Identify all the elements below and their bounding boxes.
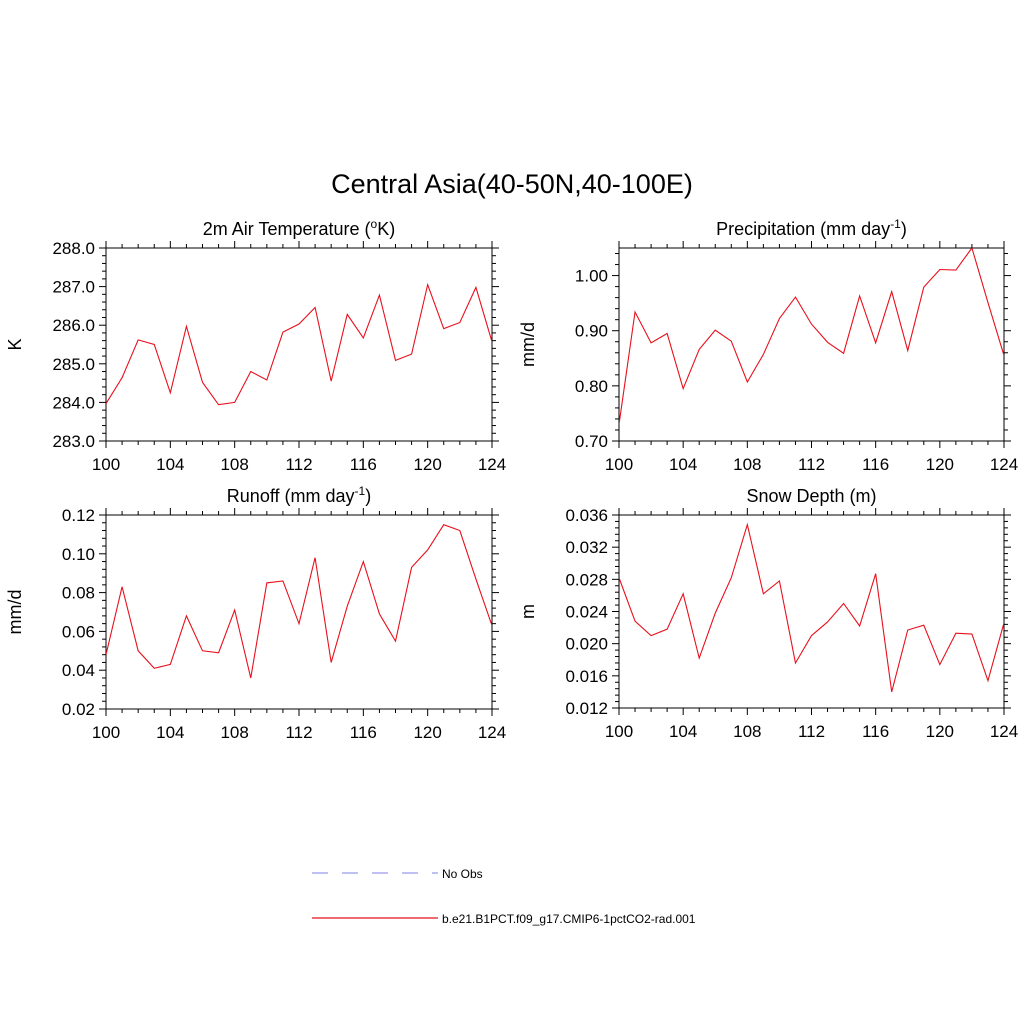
y-tick-label: 0.06: [62, 622, 95, 641]
x-tick-label: 108: [220, 723, 248, 742]
x-tick-label: 116: [350, 455, 377, 474]
x-tick-label: 124: [990, 455, 1018, 474]
y-axis-label: mm/d: [5, 590, 25, 635]
y-axis-label: m: [518, 604, 538, 619]
y-tick-label: 0.028: [565, 570, 608, 589]
x-tick-label: 120: [413, 723, 441, 742]
panel-title: 2m Air Temperature (oK): [203, 217, 395, 239]
y-tick-label: 0.90: [575, 322, 608, 341]
y-tick-label: 0.016: [565, 667, 608, 686]
y-tick-label: 283.0: [52, 432, 95, 451]
plot-frame: [618, 514, 1005, 709]
y-tick-label: 1.00: [575, 267, 608, 286]
page-title: Central Asia(40-50N,40-100E): [331, 169, 693, 199]
legend-label: No Obs: [442, 867, 483, 881]
x-tick-label: 104: [156, 723, 184, 742]
panel-title: Precipitation (mm day-1): [716, 217, 907, 239]
x-tick-label: 120: [926, 455, 954, 474]
panel-title: Snow Depth (m): [746, 486, 876, 506]
panel-title: Runoff (mm day-1): [227, 484, 371, 506]
panel-3: Runoff (mm day-1) mm/d 100 104 108 112 116 120 1…: [5, 484, 506, 742]
y-tick-label: 285.0: [52, 355, 95, 374]
x-tick-label: 120: [413, 455, 441, 474]
x-tick-label: 104: [156, 455, 184, 474]
series-line-1: [106, 282, 492, 406]
panel-4: Snow Depth (m) m 100 104 108 112 116 120 124 0.01…: [518, 486, 1018, 741]
x-tick-label: 100: [92, 723, 120, 742]
y-tick-label: 0.02: [62, 700, 95, 719]
y-axis-label: K: [5, 338, 25, 350]
x-tick-label: 100: [92, 455, 120, 474]
y-tick-label: 0.032: [565, 538, 608, 557]
y-tick-label: 0.036: [565, 506, 608, 525]
x-tick-label: 104: [669, 455, 697, 474]
x-tick-label: 100: [605, 455, 633, 474]
x-tick-label: 108: [220, 455, 248, 474]
y-tick-label: 0.80: [575, 377, 608, 396]
legend: No Obs b.e21.B1PCT.f09_g17.CMIP6-1pctCO2-…: [312, 867, 696, 926]
panels: 2m Air Temperature (oK) K 100 104 108 112 116 1…: [5, 217, 1018, 742]
y-tick-label: 0.024: [565, 603, 608, 622]
legend-label: b.e21.B1PCT.f09_g17.CMIP6-1pctCO2-rad.00…: [442, 912, 696, 926]
y-tick-label: 284.0: [52, 393, 95, 412]
x-tick-label: 108: [733, 455, 761, 474]
x-tick-label: 124: [478, 455, 506, 474]
y-tick-label: 0.020: [565, 635, 608, 654]
y-tick-label: 0.04: [62, 661, 95, 680]
y-tick-label: 0.12: [62, 506, 95, 525]
y-tick-label: 0.012: [565, 699, 608, 718]
series-line-1: [619, 248, 1004, 425]
y-axis-label: mm/d: [518, 322, 538, 367]
y-tick-label: 0.08: [62, 584, 95, 603]
y-tick-label: 286.0: [52, 316, 95, 335]
x-tick-label: 112: [798, 455, 825, 474]
series-line-1: [619, 522, 1004, 693]
plot-frame: [105, 247, 493, 442]
x-tick-label: 124: [478, 723, 506, 742]
x-tick-label: 112: [285, 723, 312, 742]
y-tick-label: 288.0: [52, 239, 95, 258]
x-tick-label: 116: [862, 722, 889, 741]
x-tick-label: 108: [733, 722, 761, 741]
x-tick-label: 124: [990, 722, 1018, 741]
plot-frame: [618, 247, 1005, 442]
x-tick-label: 104: [669, 722, 697, 741]
y-tick-label: 0.10: [62, 545, 95, 564]
y-tick-label: 287.0: [52, 278, 95, 297]
x-tick-label: 112: [285, 455, 312, 474]
plot-frame: [105, 514, 493, 710]
panel-1: 2m Air Temperature (oK) K 100 104 108 112 116 1…: [5, 217, 506, 474]
panel-2: Precipitation (mm day-1) mm/d 100 104 108 112…: [518, 217, 1018, 474]
x-tick-label: 100: [605, 722, 633, 741]
x-tick-label: 116: [862, 455, 889, 474]
x-tick-label: 120: [926, 722, 954, 741]
x-tick-label: 116: [350, 723, 377, 742]
y-tick-label: 0.70: [575, 432, 608, 451]
series-line-1: [106, 524, 492, 679]
x-tick-label: 112: [798, 722, 825, 741]
